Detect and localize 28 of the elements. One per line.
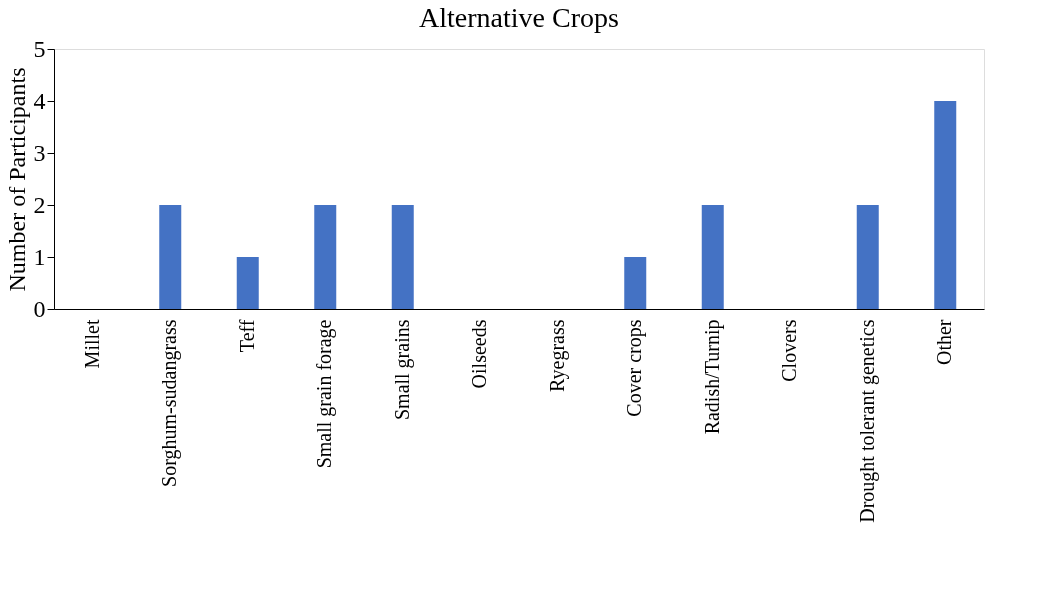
x-tick-label: Millet [80,319,103,369]
x-tick-label: Radish/Turnip [700,319,724,435]
y-tick-label: 2 [33,191,46,218]
chart-title: Alternative Crops [419,2,619,33]
y-tick-label: 0 [33,295,46,322]
y-tick-label: 3 [33,139,46,166]
x-tick-label: Cover crops [623,319,647,417]
bar [934,101,957,309]
x-tick-label: Small grain forage [313,319,337,469]
x-tick-label: Drought tolerant genetics [855,319,879,523]
x-tick-label: Ryegrass [545,319,569,393]
x-tick-label: Small grains [390,319,414,421]
bar [314,205,337,309]
y-tick-label: 5 [33,35,46,62]
x-tick-label: Sorghum-sudangrass [158,319,182,487]
x-tick-label: Other [933,319,956,366]
bar [856,205,879,309]
y-tick-label: 1 [33,243,46,270]
x-tick-label: Clovers [778,319,801,382]
bar [624,257,647,309]
bar [236,257,259,309]
bar [391,205,414,309]
x-tick-label: Teff [235,319,258,353]
bar [159,205,182,309]
bar [701,205,724,309]
y-tick-label: 4 [33,87,46,114]
y-axis-title: Number of Participants [3,67,30,292]
x-tick-label: Oilseeds [468,319,491,389]
